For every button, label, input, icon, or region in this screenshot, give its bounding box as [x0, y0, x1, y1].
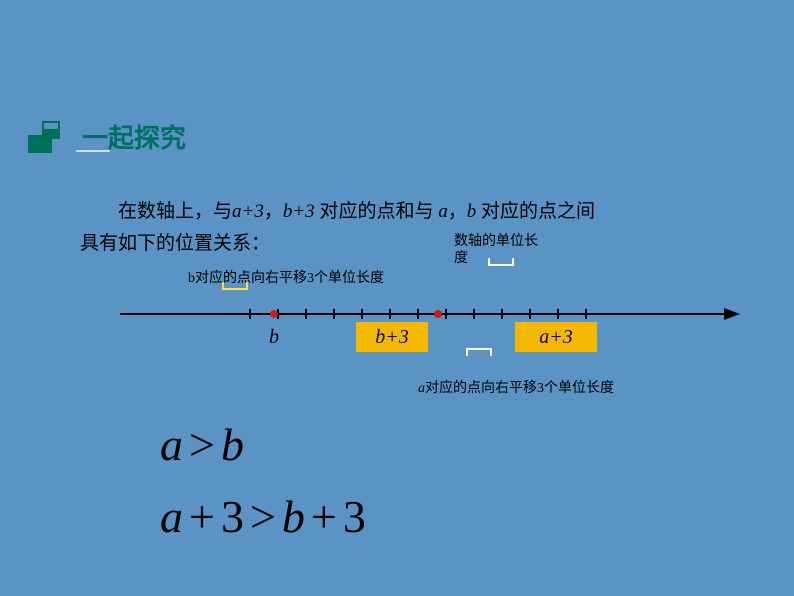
formula-1: a>b — [160, 418, 244, 471]
axis-box-b3: b+3 — [356, 322, 428, 352]
logo-icon — [28, 121, 72, 153]
axis-label-b: b — [269, 326, 279, 349]
body-line1: 在数轴上，与a+3，b+3 对应的点和与 a，b 对应的点之间 — [80, 201, 595, 222]
body-line2: 具有如下的位置关系： — [80, 233, 270, 254]
translation-label-b: b对应的点向右平移3个单位长度 — [188, 267, 384, 287]
bracket-top — [222, 282, 248, 290]
formula-2: a+3>b+3 — [160, 490, 366, 543]
axis-box-a3: a+3 — [515, 322, 597, 352]
body-text: 在数轴上，与a+3，b+3 对应的点和与 a，b 对应的点之间 具有如下的位置关… — [80, 196, 734, 261]
unit-bracket — [488, 258, 514, 266]
translation-label-a: a对应的点向右平移3个单位长度 — [418, 377, 614, 397]
title-underline — [76, 150, 110, 152]
bracket-bottom — [466, 348, 492, 356]
number-line — [120, 300, 740, 333]
